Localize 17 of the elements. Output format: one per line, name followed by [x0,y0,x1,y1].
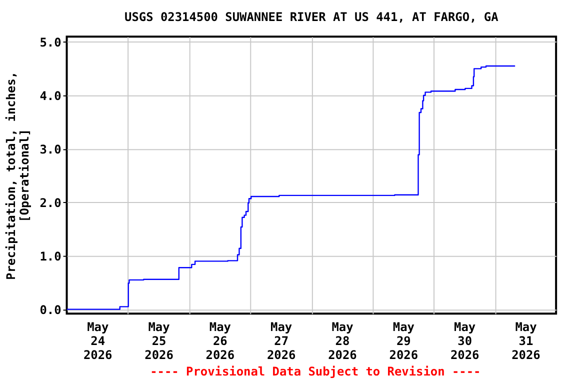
y-tick-label: 1.0 [40,249,62,264]
x-tick-label: May 30 2026 [450,320,480,362]
y-tick-label: 3.0 [40,142,62,156]
x-tick-label: May 25 2026 [144,320,174,362]
y-tick-label: 2.0 [40,196,62,210]
y-tick-label: 4.0 [40,88,62,103]
x-tick-label: May 26 2026 [206,320,235,362]
x-tick-label: May 28 2026 [328,320,357,362]
x-tick-label: May 27 2026 [266,320,296,362]
y-axis-title: Precipitation, total, inches, [Operational] [4,71,32,280]
x-tick-label: May 29 2026 [389,320,418,362]
x-tick-label: May 31 2026 [512,320,540,362]
y-tick-label: 0.0 [40,302,62,317]
x-tick-label: May 24 2026 [83,320,112,362]
chart-title: USGS 02314500 SUWANNEE RIVER AT US 441, AT FARGO, GA [124,10,498,24]
y-tick-label: 5.0 [40,35,62,50]
text: ---- Provisional Data Subject to Revision ---- [150,364,481,378]
